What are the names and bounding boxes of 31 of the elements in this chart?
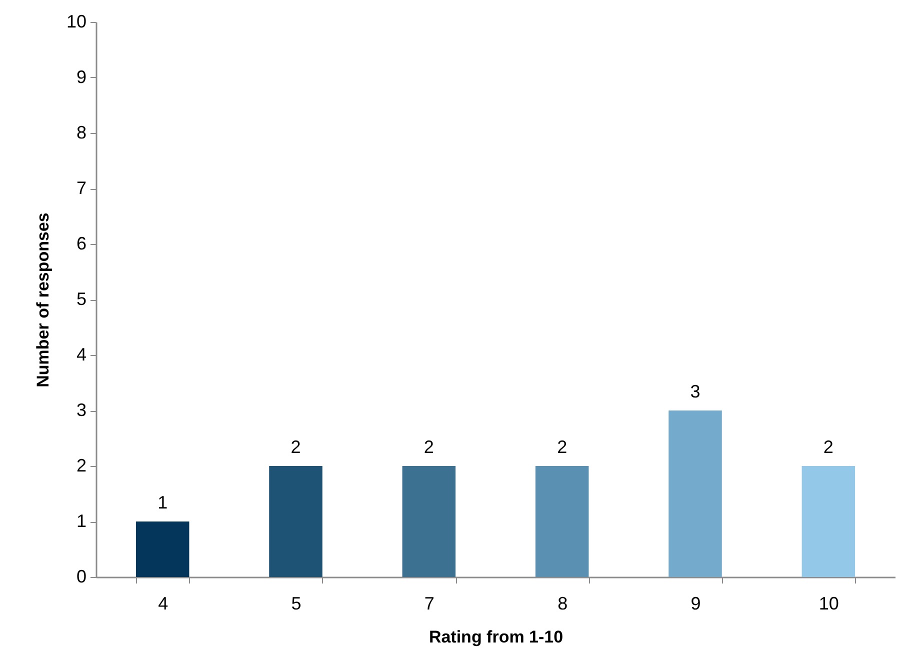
bar: [802, 466, 856, 577]
y-axis-title: Number of responses: [33, 212, 52, 388]
bar: [136, 522, 190, 577]
x-tick-label: 8: [558, 594, 568, 614]
x-tick-label: 10: [818, 594, 839, 614]
bar: [402, 466, 456, 577]
bar: [668, 410, 722, 577]
y-tick-label: 7: [76, 178, 86, 198]
x-tick-label: 4: [158, 594, 168, 614]
y-tick-label: 6: [76, 234, 86, 254]
y-tick-label: 9: [76, 67, 86, 87]
y-tick-label: 10: [66, 12, 86, 32]
data-label: 2: [557, 437, 568, 457]
data-label: 2: [823, 437, 834, 457]
bar: [269, 466, 322, 577]
y-tick-label: 1: [76, 511, 86, 531]
x-tick-label: 5: [291, 594, 302, 614]
x-tick-label: 7: [424, 594, 434, 614]
data-label: 2: [424, 437, 434, 457]
y-tick-label: 5: [76, 289, 86, 309]
data-label: 1: [158, 492, 168, 512]
y-tick-label: 8: [76, 122, 86, 142]
y-tick-label: 0: [76, 566, 86, 586]
y-tick-label: 3: [76, 400, 86, 420]
data-label: 2: [290, 437, 301, 457]
bar: [535, 466, 589, 577]
x-axis-title: Rating from 1-10: [428, 628, 564, 646]
y-tick-label: 2: [76, 456, 86, 476]
x-tick-label: 9: [690, 594, 701, 614]
data-label: 3: [690, 382, 700, 402]
y-tick-label: 4: [76, 344, 86, 364]
